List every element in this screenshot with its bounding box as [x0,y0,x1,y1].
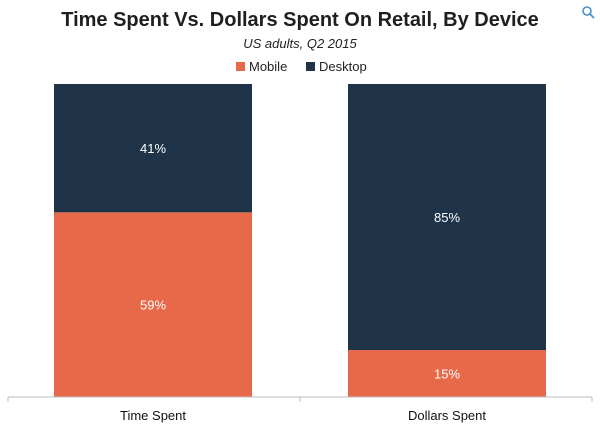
chart-title: Time Spent Vs. Dollars Spent On Retail, … [61,9,539,31]
legend-swatch-mobile [236,62,245,71]
legend-swatch-desktop [306,62,315,71]
x-axis: Time Spent Dollars Spent [7,396,593,423]
legend-label-mobile: Mobile [249,59,287,74]
x-tick-label-time-spent: Time Spent [120,408,186,423]
legend: Mobile Desktop [236,59,367,74]
bar-mobile-time-spent [54,212,252,397]
bar-mobile-dollars-spent [348,350,546,397]
data-label-desktop-dollars-spent: 85% [434,210,460,225]
bar-desktop-time-spent [54,84,252,213]
x-tick-label-dollars-spent: Dollars Spent [408,408,486,423]
bar-desktop-dollars-spent [348,84,546,351]
zoom-icon[interactable] [582,6,595,19]
legend-label-desktop: Desktop [319,59,367,74]
chart-subtitle: US adults, Q2 2015 [243,36,357,51]
bars [54,84,546,397]
data-label-mobile-dollars-spent: 15% [434,367,460,382]
data-label-mobile-time-spent: 59% [140,298,166,313]
data-label-desktop-time-spent: 41% [140,141,166,156]
data-labels: 59% 41% 15% 85% [140,141,460,381]
